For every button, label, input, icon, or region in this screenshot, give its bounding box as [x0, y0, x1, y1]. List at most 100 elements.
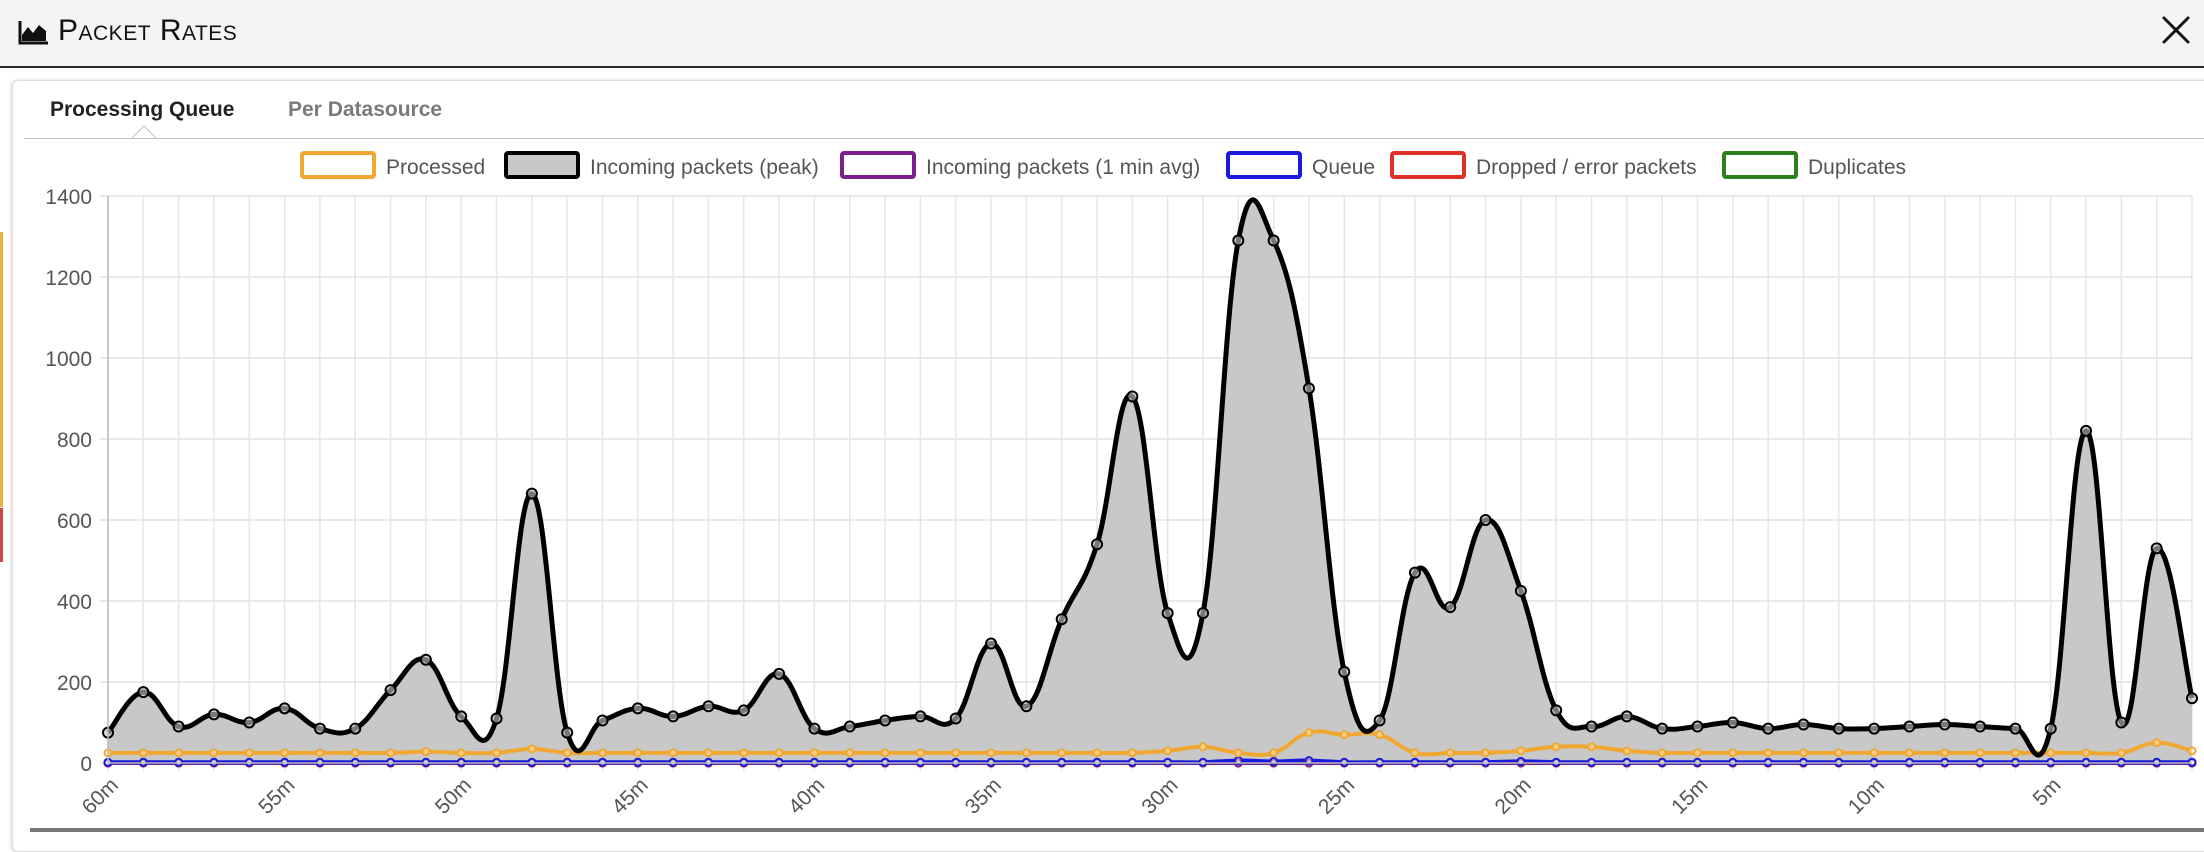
data-point — [1481, 748, 1491, 758]
data-point — [1479, 514, 1492, 526]
data-point — [1375, 730, 1385, 740]
x-tick-label: 40m — [784, 774, 829, 819]
data-point — [1481, 757, 1491, 767]
legend-label: Duplicates — [1808, 156, 1906, 179]
y-tick-label: 800 — [57, 429, 92, 452]
data-point — [1092, 757, 1102, 767]
legend-label: Queue — [1312, 156, 1375, 179]
data-point — [1797, 718, 1810, 731]
data-point — [1938, 718, 1951, 731]
series-line-1 — [106, 197, 2195, 758]
data-point — [243, 716, 256, 729]
data-point — [207, 708, 220, 721]
background-strip — [0, 508, 3, 562]
data-point — [2152, 757, 2162, 767]
data-point — [174, 757, 184, 767]
data-point — [1656, 722, 1669, 735]
data-point — [703, 748, 713, 758]
data-point — [1055, 613, 1068, 626]
data-point — [1021, 757, 1031, 767]
x-tick-label: 60m — [78, 774, 123, 819]
chart-legend: Processed Incoming packets (peak) Incoming… — [300, 151, 1906, 179]
data-point — [631, 702, 644, 715]
data-point — [1373, 714, 1386, 727]
data-point — [1127, 748, 1137, 758]
data-point — [1092, 748, 1102, 758]
data-point — [1869, 748, 1879, 758]
data-point — [2009, 722, 2022, 735]
data-point — [2116, 757, 2126, 767]
x-tick-label: 55m — [254, 774, 299, 819]
data-point — [490, 712, 503, 725]
data-point — [1338, 665, 1351, 678]
data-point — [1516, 746, 1526, 756]
active-tab-caret — [132, 125, 156, 138]
data-point — [880, 748, 890, 758]
data-point — [315, 748, 325, 758]
data-point — [1375, 757, 1385, 767]
legend-label: Incoming packets (1 min avg) — [926, 156, 1200, 179]
data-point — [1904, 748, 1914, 758]
data-point — [949, 712, 962, 725]
data-point — [809, 748, 819, 758]
data-point — [951, 748, 961, 758]
data-point — [2080, 424, 2093, 437]
data-point — [843, 720, 856, 733]
data-point — [527, 744, 537, 754]
data-point — [1198, 757, 1208, 767]
tab-per-datasource[interactable]: Per Datasource — [288, 98, 443, 121]
data-point — [737, 704, 750, 717]
data-point — [809, 757, 819, 767]
data-point — [2046, 757, 2056, 767]
close-icon[interactable] — [2160, 14, 2192, 46]
data-point — [1728, 757, 1738, 767]
data-point — [1551, 757, 1561, 767]
data-point — [1408, 566, 1421, 579]
data-point — [525, 487, 538, 500]
data-point — [386, 757, 396, 767]
data-point — [774, 748, 784, 758]
chart-area-fill — [108, 199, 2192, 764]
data-point — [350, 757, 360, 767]
data-point — [668, 748, 678, 758]
data-point — [808, 722, 821, 735]
data-point — [1763, 757, 1773, 767]
data-point — [951, 757, 961, 767]
data-point — [1161, 607, 1174, 620]
data-point — [562, 748, 572, 758]
data-point — [1020, 700, 1033, 713]
scrollbar[interactable] — [30, 828, 2204, 832]
data-point — [1445, 748, 1455, 758]
area-chart-icon — [18, 21, 48, 45]
x-tick-label: 15m — [1667, 774, 1712, 819]
data-point — [561, 726, 574, 739]
data-point — [1763, 748, 1773, 758]
data-point — [2187, 746, 2197, 756]
data-point — [1551, 742, 1561, 752]
data-point — [1762, 722, 1775, 735]
data-point — [280, 748, 290, 758]
data-point — [1832, 722, 1845, 735]
data-point — [1657, 757, 1667, 767]
data-point — [1410, 757, 1420, 767]
data-point — [244, 748, 254, 758]
data-point — [209, 757, 219, 767]
data-point — [1868, 722, 1881, 735]
data-point — [1269, 748, 1279, 758]
data-point — [1975, 757, 1985, 767]
data-point — [2115, 716, 2128, 729]
legend-swatch — [840, 151, 916, 179]
y-tick-label: 400 — [57, 591, 92, 614]
data-point — [137, 686, 150, 699]
data-point — [986, 757, 996, 767]
data-point — [1445, 757, 1455, 767]
data-point — [1514, 584, 1527, 597]
data-point — [1903, 720, 1916, 733]
tab-processing-queue[interactable]: Processing Queue — [50, 98, 235, 121]
data-point — [2186, 692, 2198, 705]
data-point — [2150, 542, 2163, 555]
data-point — [1869, 757, 1879, 767]
data-point — [633, 757, 643, 767]
data-point — [773, 667, 786, 680]
y-tick-label: 200 — [57, 672, 92, 695]
